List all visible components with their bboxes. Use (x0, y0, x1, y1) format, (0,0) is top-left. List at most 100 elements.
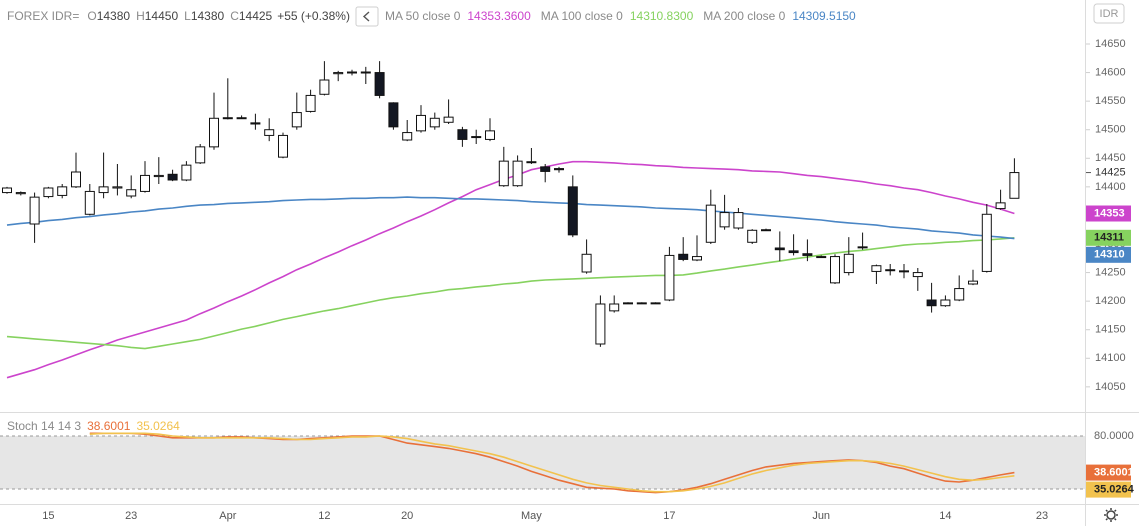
candle-body (857, 246, 868, 249)
candle-body (774, 247, 785, 251)
candle-body (264, 129, 275, 136)
candle-body (236, 117, 247, 120)
candle-body (719, 212, 730, 228)
ohlc-label: C (230, 9, 239, 23)
stoch-value: 38.6001 (87, 419, 131, 433)
back-button-frame[interactable] (355, 6, 379, 27)
y-tick-label: 14400 (1095, 181, 1126, 193)
value-badge (1086, 205, 1131, 222)
candle-body (181, 164, 192, 181)
y-tick-label: 14500 (1095, 124, 1126, 136)
x-tick-label: Jun (812, 510, 830, 522)
candle-body (650, 302, 661, 305)
value-badge-label: 14353 (1094, 207, 1125, 219)
y-tick-label: 14200 (1095, 295, 1126, 307)
candle-body (388, 102, 399, 128)
y-tick-label: 14050 (1095, 381, 1126, 393)
ma-name: MA 200 close 0 (703, 9, 785, 23)
last-price-label: 14425 (1095, 166, 1126, 178)
gear-teeth (1104, 508, 1118, 522)
candle-body (57, 186, 68, 196)
candle-body (291, 112, 302, 128)
candle-body (664, 254, 675, 301)
ohlc-value: 14450 (145, 9, 179, 23)
candle-body (333, 72, 344, 75)
ohlc-label: H (136, 9, 145, 23)
currency-label[interactable]: IDR (1100, 8, 1119, 20)
candle-body (554, 168, 564, 171)
candle-body (540, 166, 551, 172)
candle-body (678, 253, 689, 260)
candle-body (995, 202, 1006, 210)
moving-average-line (6, 160, 1015, 379)
candle-body (733, 212, 744, 229)
value-badge-label: 35.0264 (1094, 484, 1135, 496)
y-tick-label: 14100 (1095, 352, 1126, 364)
candle-body (374, 72, 385, 96)
ohlc-label: O (87, 9, 96, 23)
y-tick-label: 14250 (1095, 266, 1126, 278)
x-tick-label: Apr (219, 510, 236, 522)
x-tick-label: 12 (318, 510, 330, 522)
ma-value: 14309.5150 (792, 9, 856, 23)
value-badge-label: 14310 (1094, 249, 1125, 261)
candle-body (761, 229, 771, 232)
candle-body (167, 173, 178, 181)
value-badge-label: 38.6001 (1094, 467, 1134, 479)
back-chevron (362, 11, 370, 22)
candle-body (968, 280, 978, 285)
candle-body (43, 187, 54, 198)
candle-body (692, 256, 702, 261)
y-tick-label: 14150 (1095, 324, 1126, 336)
candle-body (747, 229, 758, 243)
candle-body (926, 299, 937, 307)
value-badge-label: 14311 (1094, 232, 1124, 244)
stoch-legend: Stoch 14 14 3 38.6001 35.0264 (7, 419, 180, 433)
candle-body (278, 134, 288, 158)
x-tick-label: 14 (939, 510, 951, 522)
candle-body (609, 303, 620, 312)
candle-body (209, 117, 219, 148)
ma-name: MA 50 close 0 (385, 9, 461, 23)
candle-body (2, 187, 12, 194)
currency-button[interactable]: IDR (1093, 3, 1125, 24)
candle-body (636, 302, 647, 305)
stoch-tick-label: 80.0000 (1094, 430, 1134, 442)
currency-button-frame[interactable] (1093, 3, 1125, 24)
candle-body (416, 114, 426, 132)
candle-body (429, 117, 440, 128)
candle-body (830, 256, 840, 284)
candle-body (512, 160, 523, 187)
candle-body (940, 299, 951, 307)
candle-body (305, 94, 316, 112)
settings-icon[interactable] (1104, 508, 1118, 522)
x-tick-label: 15 (42, 510, 54, 522)
y-tick-label: 14450 (1095, 152, 1126, 164)
candle-body (443, 116, 454, 123)
candle-body (843, 253, 854, 274)
y-tick-label: 14650 (1095, 38, 1126, 50)
candle-body (195, 146, 206, 164)
candle-body (112, 186, 123, 189)
candle-body (871, 265, 882, 272)
ma-name: MA 100 close 0 (541, 9, 623, 23)
candle-body (98, 186, 109, 194)
candle-body (250, 122, 261, 125)
candle-body (471, 136, 482, 139)
candle-body (140, 174, 150, 192)
stoch-name: Stoch 14 14 3 (7, 419, 81, 433)
price-legend: FOREX IDR= O14380 H14450 L14380 C14425 +55 (+… (7, 9, 350, 23)
ohlc-label: L (184, 9, 191, 23)
gear-ring[interactable] (1106, 510, 1116, 520)
back-button[interactable] (355, 6, 379, 27)
candle-body (84, 190, 95, 215)
candle-body (595, 303, 606, 345)
candle-body (457, 129, 468, 140)
ohlc-value: 14380 (97, 9, 131, 23)
candle-body (885, 269, 896, 272)
candle-body (498, 160, 509, 187)
stochastic-line (89, 432, 1015, 493)
candle-body (788, 250, 799, 254)
x-tick-label: 23 (1036, 510, 1048, 522)
